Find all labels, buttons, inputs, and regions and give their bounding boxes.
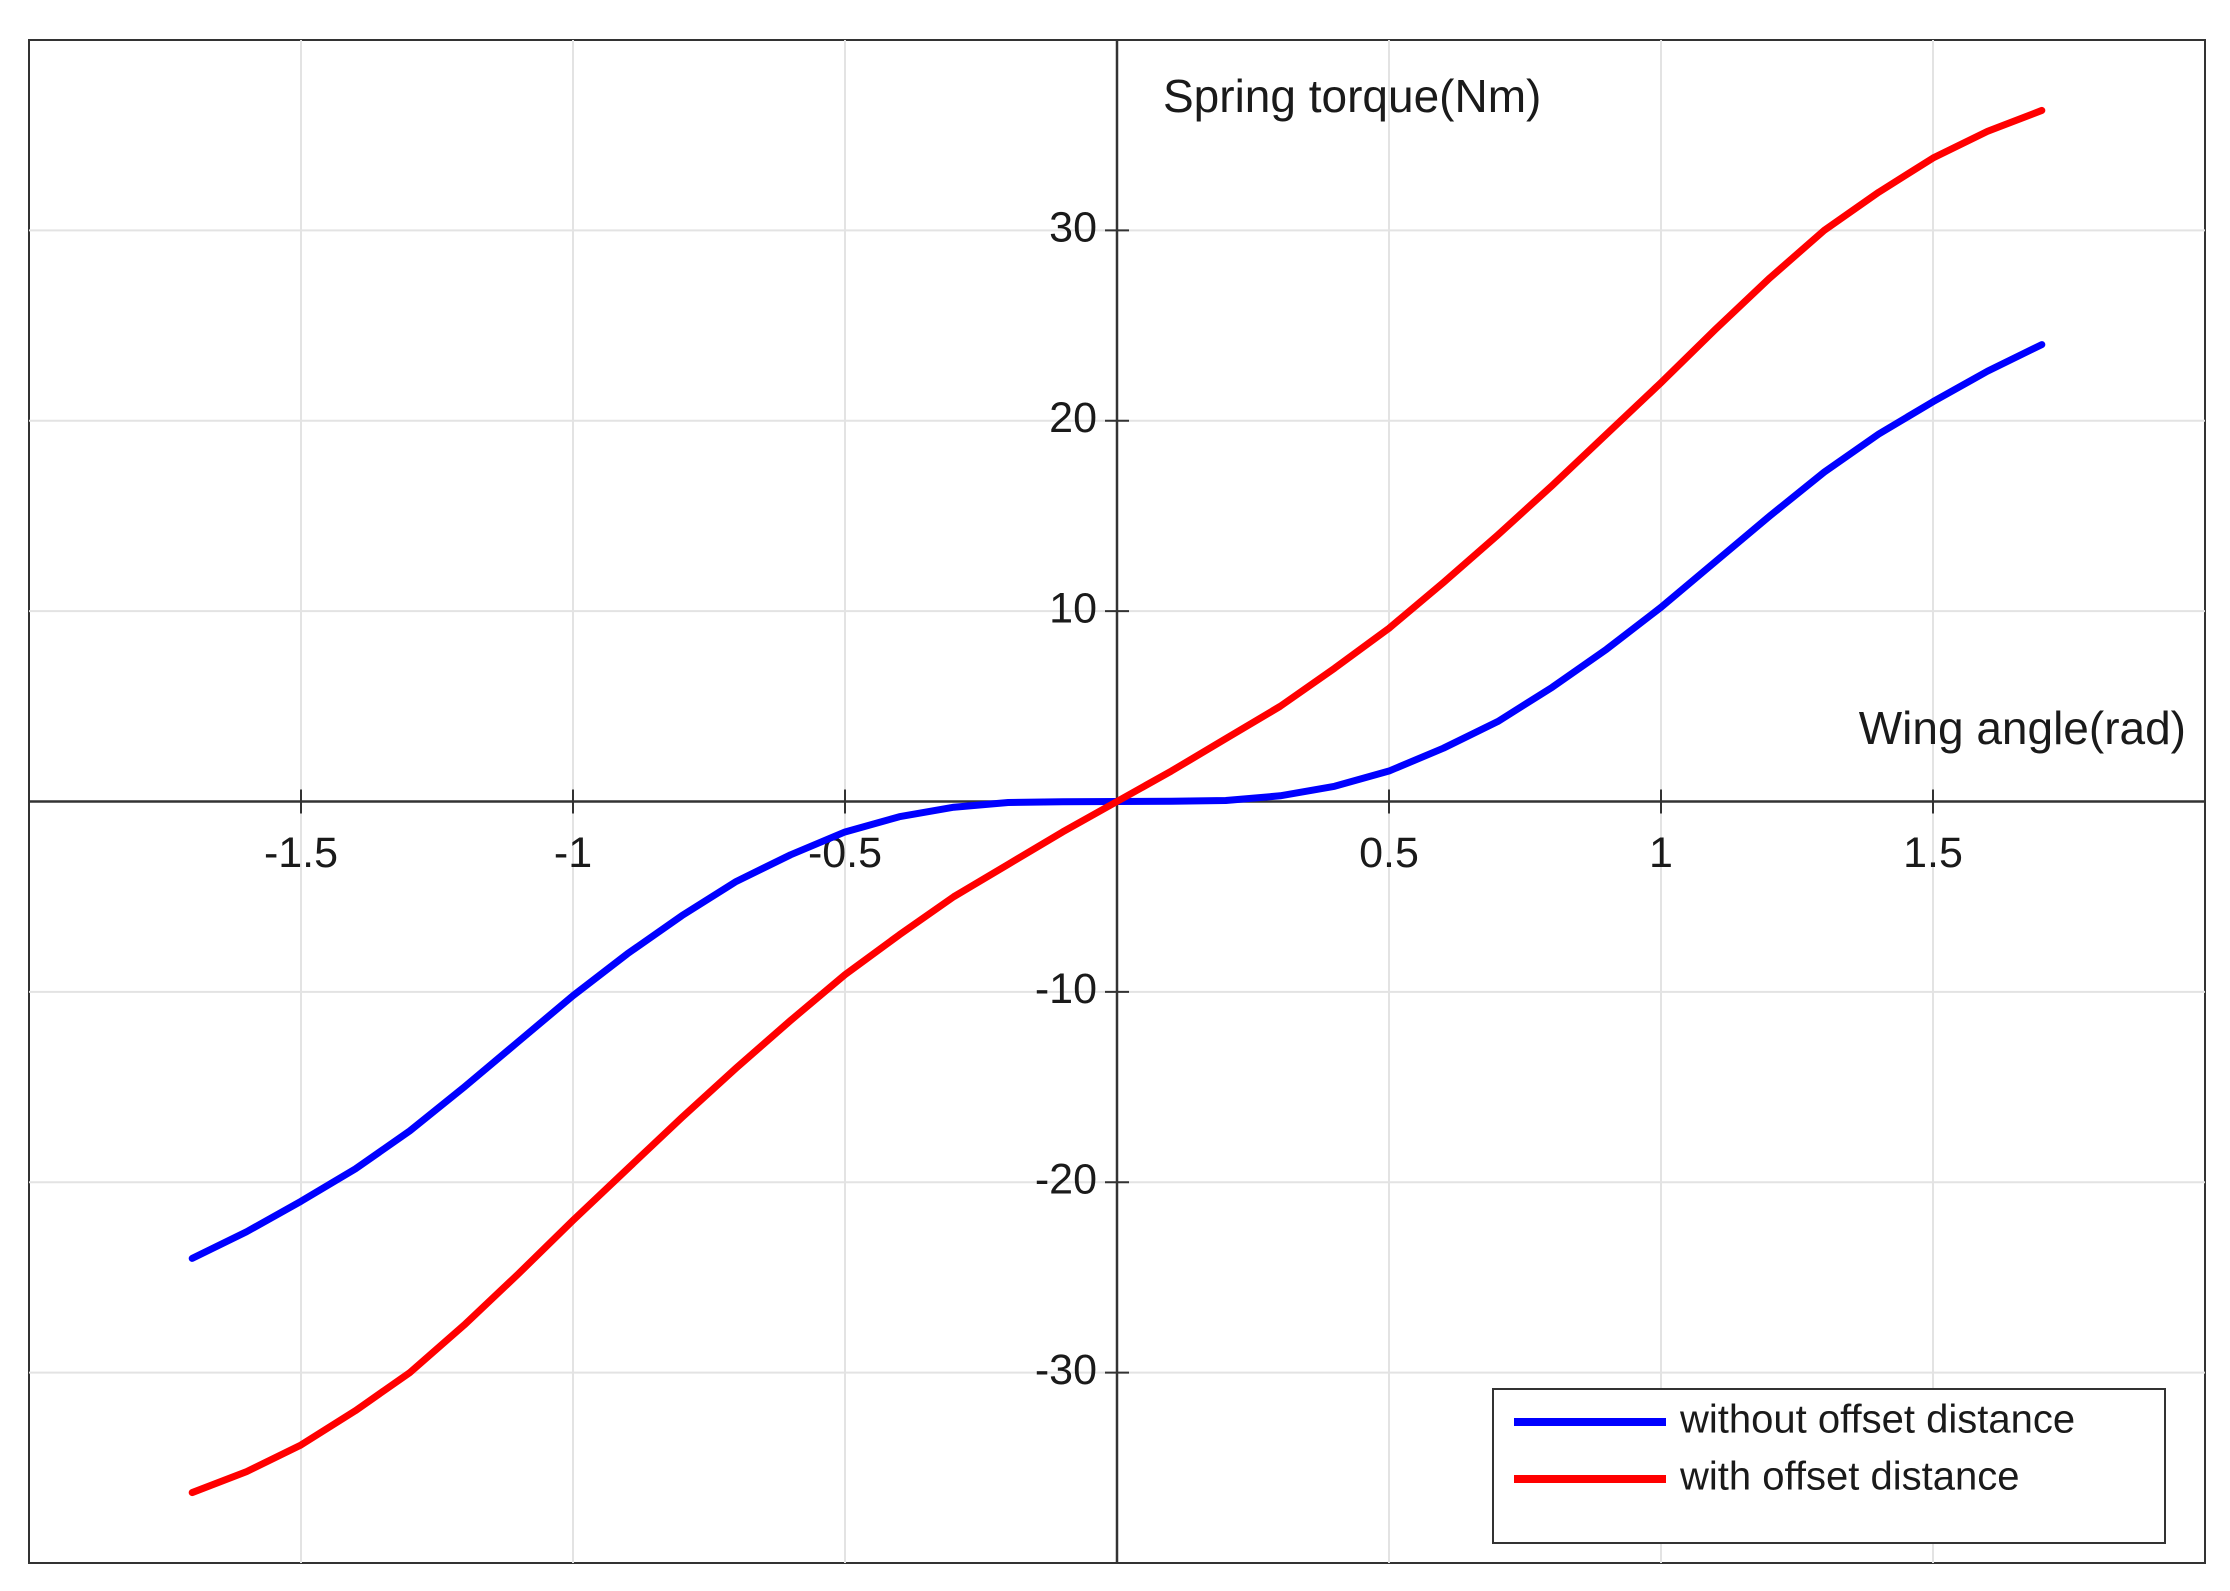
lines bbox=[188, 106, 2046, 1497]
y-tick-label: -30 bbox=[1035, 1346, 1097, 1394]
x-tick-label: 0.5 bbox=[1359, 829, 1419, 877]
y-tick-label: -10 bbox=[1035, 965, 1097, 1013]
legend-box bbox=[1492, 1388, 2166, 1544]
x-tick-label: -1 bbox=[554, 829, 592, 877]
y-tick-label: 20 bbox=[1049, 394, 1097, 442]
y-tick-label: 10 bbox=[1049, 584, 1097, 632]
x-tick-label: 1 bbox=[1649, 829, 1673, 877]
legend-label: with offset distance bbox=[1679, 1455, 2019, 1499]
x-tick-label: -0.5 bbox=[808, 829, 882, 877]
x-axis-title: Wing angle(rad) bbox=[1859, 702, 2186, 754]
x-tick-label: 1.5 bbox=[1903, 829, 1963, 877]
legend: without offset distance with offset dista… bbox=[1492, 1388, 2166, 1544]
series-line bbox=[188, 106, 2046, 1497]
axes: -1.5 -1 -0.5 0.5 1 1.5 -30 -20 -10 10 20 30 bbox=[29, 40, 2205, 1563]
legend-label: without offset distance bbox=[1679, 1398, 2075, 1442]
y-tick-label: -20 bbox=[1035, 1156, 1097, 1204]
y-tick-label: 30 bbox=[1049, 204, 1097, 252]
y-axis-title: Spring torque(Nm) bbox=[1163, 70, 1541, 122]
x-tick-label: -1.5 bbox=[264, 829, 338, 877]
